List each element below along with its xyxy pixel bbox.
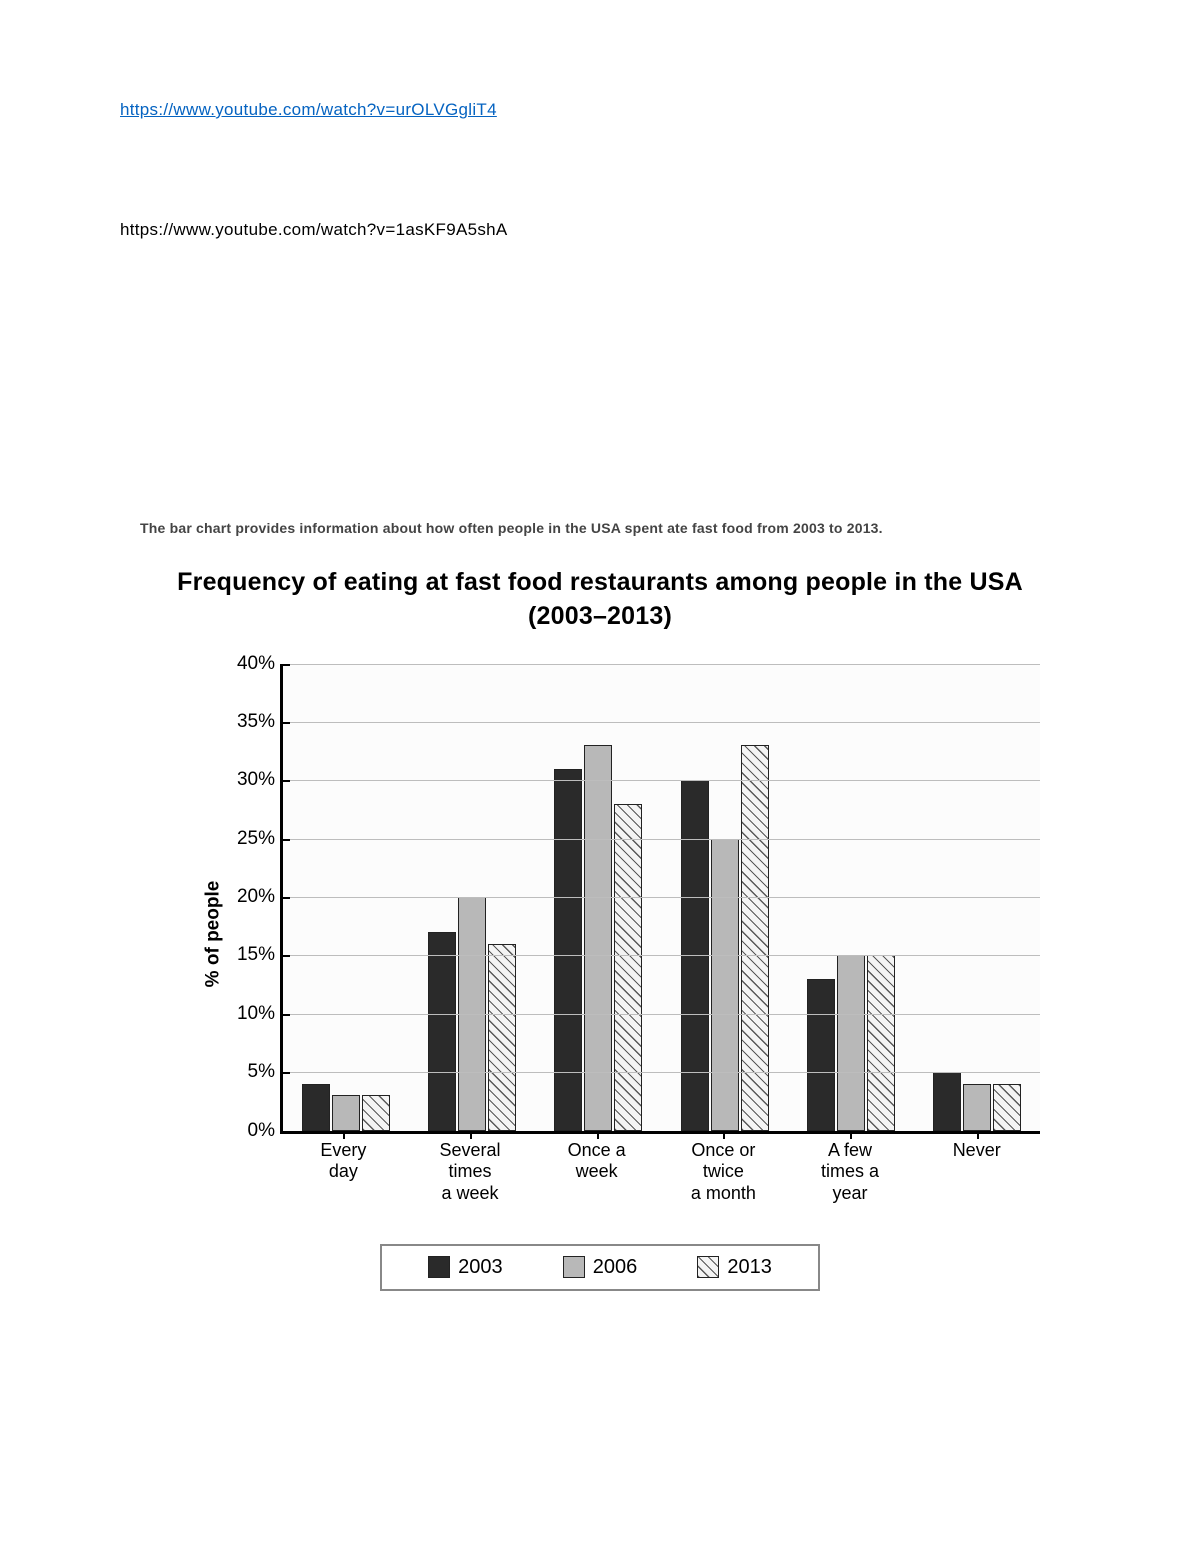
chart-caption: The bar chart provides information about… bbox=[140, 520, 1080, 536]
plot-area: 0%5%10%15%20%25%30%35%40% bbox=[280, 664, 1040, 1134]
legend-item: 2006 bbox=[563, 1256, 638, 1279]
legend-swatch bbox=[428, 1256, 450, 1278]
chart-container: Frequency of eating at fast food restaur… bbox=[150, 566, 1050, 1291]
gridline bbox=[283, 955, 1040, 956]
y-tick-label: 5% bbox=[248, 1061, 283, 1083]
y-tick-label: 0% bbox=[248, 1120, 283, 1142]
legend-swatch bbox=[697, 1256, 719, 1278]
bar bbox=[302, 1084, 330, 1131]
y-tick-label: 10% bbox=[237, 1003, 283, 1025]
youtube-url-text: https://www.youtube.com/watch?v=1asKF9A5… bbox=[120, 220, 1080, 240]
bar bbox=[963, 1084, 991, 1131]
bar bbox=[867, 955, 895, 1130]
bar bbox=[837, 955, 865, 1130]
x-tick bbox=[470, 1131, 472, 1139]
x-axis-label: Never bbox=[913, 1134, 1040, 1214]
x-tick bbox=[850, 1131, 852, 1139]
bar bbox=[807, 979, 835, 1131]
legend-label: 2003 bbox=[458, 1256, 503, 1279]
gridline bbox=[283, 664, 1040, 665]
x-tick bbox=[977, 1131, 979, 1139]
legend-item: 2013 bbox=[697, 1256, 772, 1279]
legend-swatch bbox=[563, 1256, 585, 1278]
bar bbox=[614, 804, 642, 1131]
y-tick-label: 40% bbox=[237, 653, 283, 675]
chart-title: Frequency of eating at fast food restaur… bbox=[150, 566, 1050, 634]
x-tick bbox=[343, 1131, 345, 1139]
x-axis-label: Severaltimesa week bbox=[407, 1134, 534, 1214]
bar bbox=[933, 1072, 961, 1130]
gridline bbox=[283, 1072, 1040, 1073]
x-axis-labels: EverydaySeveraltimesa weekOnce aweekOnce… bbox=[280, 1134, 1040, 1214]
gridline bbox=[283, 897, 1040, 898]
y-tick-label: 35% bbox=[237, 711, 283, 733]
x-axis-label: Once ortwicea month bbox=[660, 1134, 787, 1214]
bar bbox=[428, 932, 456, 1130]
x-tick bbox=[597, 1131, 599, 1139]
gridline bbox=[283, 722, 1040, 723]
x-tick bbox=[723, 1131, 725, 1139]
bar-chart: % of people 0%5%10%15%20%25%30%35%40% Ev… bbox=[230, 654, 1050, 1214]
x-axis-label: Once aweek bbox=[533, 1134, 660, 1214]
bar bbox=[488, 944, 516, 1131]
gridline bbox=[283, 780, 1040, 781]
y-tick-label: 25% bbox=[237, 828, 283, 850]
youtube-link[interactable]: https://www.youtube.com/watch?v=urOLVGgl… bbox=[120, 100, 1080, 120]
document-page: https://www.youtube.com/watch?v=urOLVGgl… bbox=[0, 0, 1200, 1351]
x-axis-label: Everyday bbox=[280, 1134, 407, 1214]
y-tick-label: 20% bbox=[237, 886, 283, 908]
bar bbox=[554, 769, 582, 1131]
gridline bbox=[283, 839, 1040, 840]
bar bbox=[362, 1095, 390, 1130]
legend: 2003 2006 2013 bbox=[380, 1244, 820, 1291]
y-tick-label: 30% bbox=[237, 769, 283, 791]
bar bbox=[332, 1095, 360, 1130]
y-axis-label: % of people bbox=[202, 880, 224, 987]
legend-label: 2006 bbox=[593, 1256, 638, 1279]
legend-label: 2013 bbox=[727, 1256, 772, 1279]
gridline bbox=[283, 1014, 1040, 1015]
x-axis-label: A fewtimes ayear bbox=[787, 1134, 914, 1214]
bar bbox=[993, 1084, 1021, 1131]
y-tick-label: 15% bbox=[237, 944, 283, 966]
bar bbox=[711, 839, 739, 1131]
legend-item: 2003 bbox=[428, 1256, 503, 1279]
